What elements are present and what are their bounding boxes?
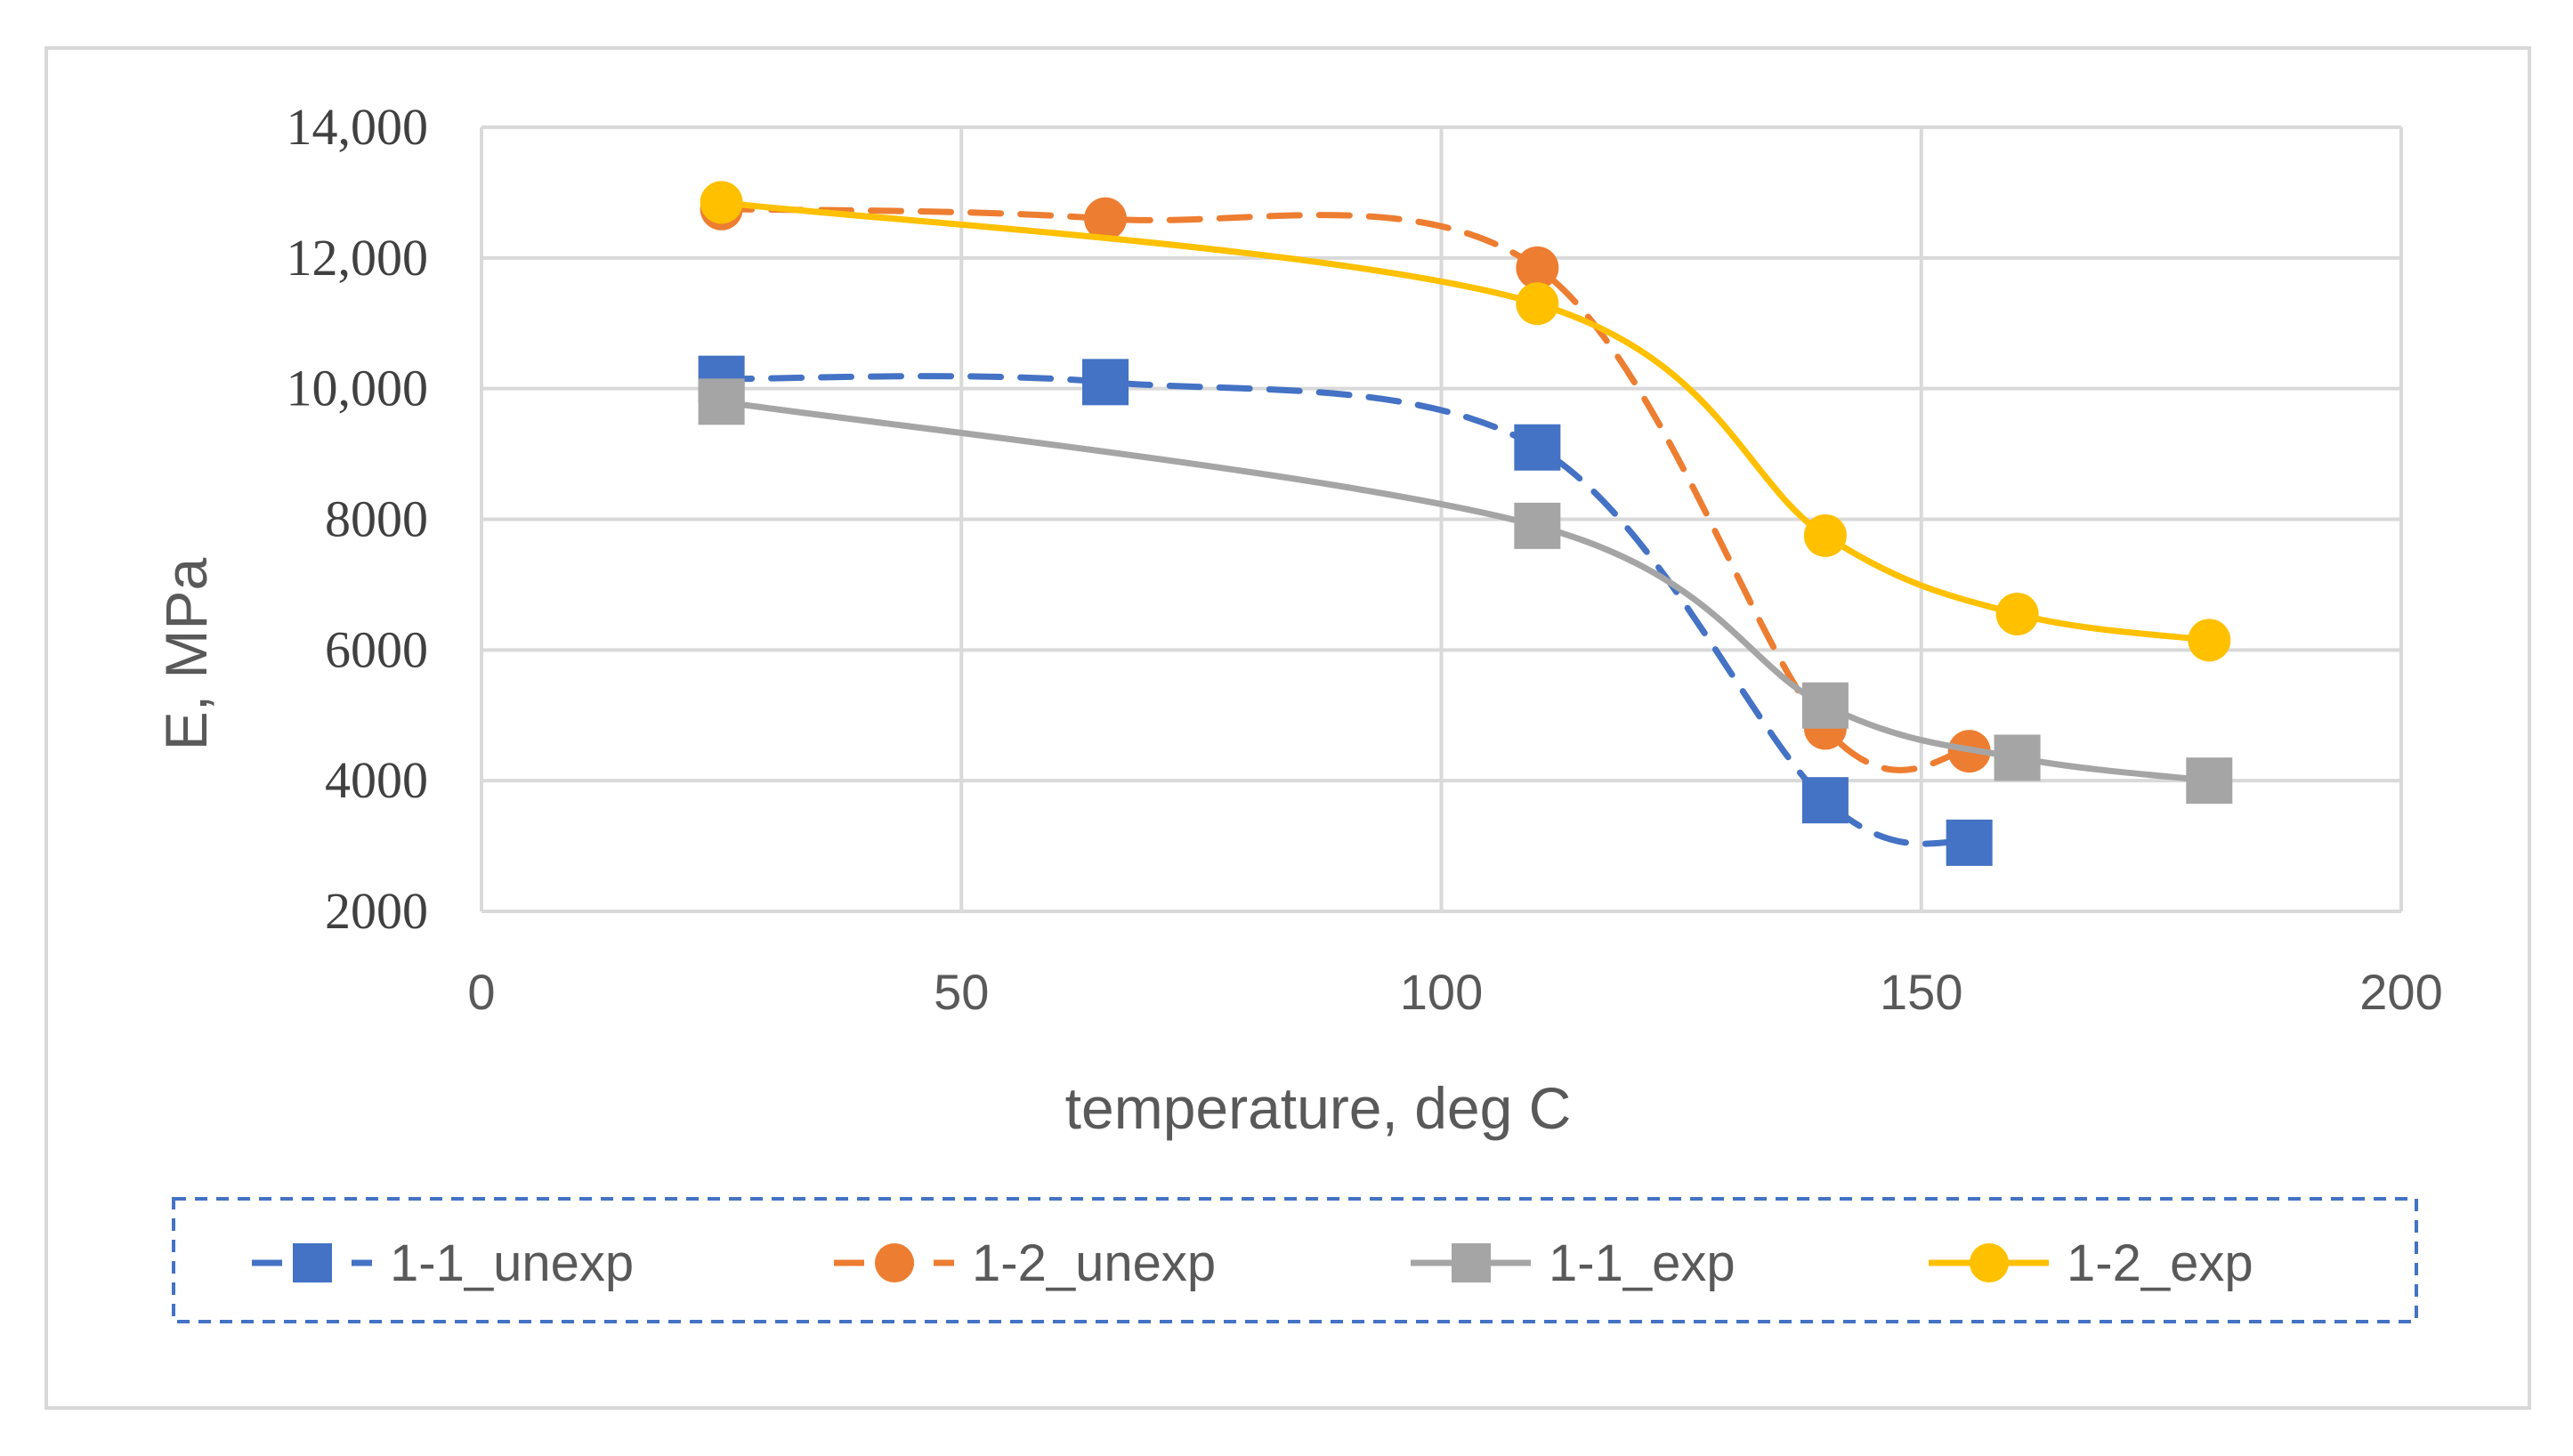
- series-line: [718, 373, 1973, 847]
- data-point: [1801, 682, 1849, 729]
- data-point: [1082, 359, 1129, 406]
- legend-label: 1-1_exp: [1549, 1234, 1736, 1292]
- legend-border: [172, 1197, 2418, 1323]
- data-point: [1516, 282, 1559, 326]
- legend-item-1-1_exp: 1-1_exp: [1411, 1234, 1736, 1292]
- x-tick-label: 150: [1880, 964, 1962, 1020]
- series-1-1_exp: [698, 378, 2233, 805]
- series-1-1_unexp: [698, 355, 1993, 866]
- legend-item-1-2_exp: 1-2_exp: [1929, 1234, 2253, 1292]
- x-axis-title: temperature, deg C: [1065, 1075, 1572, 1141]
- legend-marker: [1452, 1243, 1491, 1282]
- legend-items: 1-1_unexp 1-2_unexp 1-1_exp 1-2_exp: [252, 1234, 2253, 1292]
- legend-item-1-1_unexp: 1-1_unexp: [252, 1234, 634, 1292]
- x-tick-label: 0: [467, 964, 495, 1020]
- x-tick-label: 50: [934, 964, 989, 1020]
- legend-marker: [293, 1243, 332, 1282]
- legend-marker: [1970, 1243, 2009, 1282]
- data-point: [1946, 819, 1993, 866]
- data-point: [2188, 619, 2231, 662]
- legend-label: 1-2_unexp: [972, 1234, 1216, 1292]
- y-tick-label: 10,000: [287, 360, 429, 417]
- legend-label: 1-1_unexp: [390, 1234, 634, 1292]
- y-tick-label: 14,000: [287, 98, 429, 156]
- legend-label: 1-2_exp: [2067, 1234, 2253, 1292]
- data-point: [1514, 502, 1561, 549]
- y-tick-label: 8000: [325, 490, 428, 548]
- series-line: [718, 398, 2213, 784]
- chart-frame: [45, 46, 2531, 1410]
- series-1-2_exp: [700, 181, 2231, 662]
- y-tick-label: 6000: [325, 620, 428, 678]
- data-point: [1995, 592, 2039, 635]
- legend-marker: [875, 1243, 914, 1282]
- y-tick-label: 4000: [325, 751, 428, 809]
- x-tick-label: 200: [2359, 964, 2442, 1020]
- grid-layer: [480, 125, 2403, 913]
- y-tick-label: 2000: [325, 882, 428, 940]
- y-axis-title: E, MPa: [153, 558, 219, 751]
- x-axis-ticks: 0 50 100 150 200: [467, 964, 2442, 1020]
- data-point: [1801, 777, 1849, 824]
- data-point: [1994, 734, 2041, 781]
- legend: 1-1_unexp 1-2_unexp 1-1_exp 1-2_exp: [172, 1197, 2418, 1323]
- data-point: [1514, 424, 1561, 471]
- data-point: [2186, 757, 2233, 805]
- y-axis-ticks: 2000 4000 6000 8000 10,000 12,000 14,000: [287, 98, 429, 940]
- legend-item-1-2_unexp: 1-2_unexp: [834, 1234, 1216, 1292]
- data-point: [700, 181, 743, 224]
- series-line: [718, 198, 2213, 643]
- data-point: [1084, 197, 1128, 240]
- x-tick-label: 100: [1400, 964, 1483, 1020]
- data-point: [1516, 246, 1559, 289]
- y-tick-label: 12,000: [287, 229, 429, 287]
- data-point: [1803, 514, 1847, 557]
- series-layer: [698, 181, 2233, 866]
- data-point: [698, 378, 745, 425]
